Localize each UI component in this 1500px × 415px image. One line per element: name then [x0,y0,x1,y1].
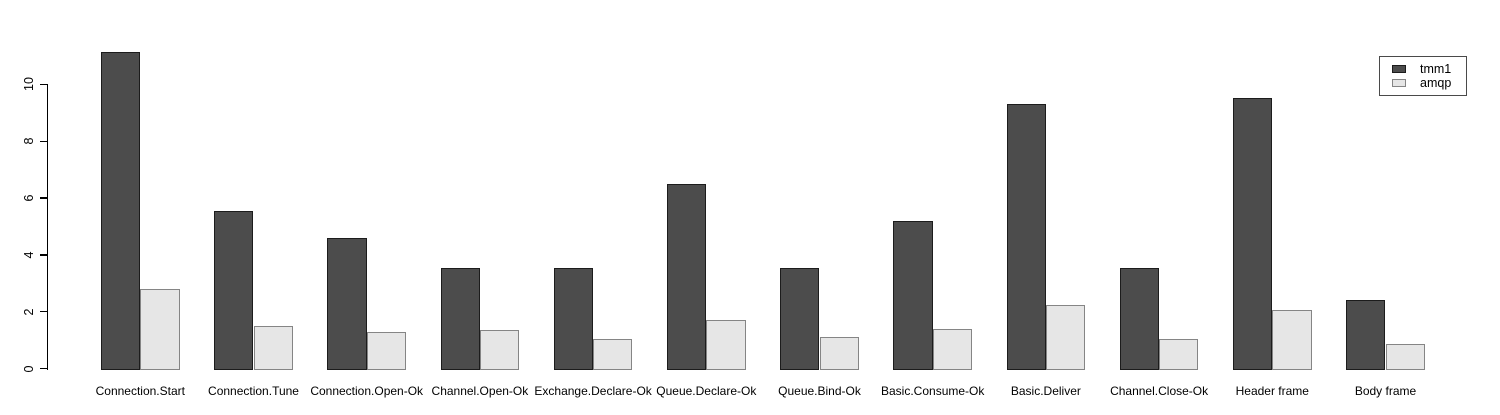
bar-amqp [1159,338,1199,370]
y-axis-tick [40,83,47,85]
chart-legend: tmm1 amqp [1379,56,1467,96]
y-axis-tick-label: 0 [21,365,36,373]
category-label: Connection.Start [95,384,185,398]
y-axis-tick [40,140,47,142]
y-axis-tick-label: 2 [21,308,36,316]
bar-amqp [932,328,972,370]
bar-tmm1 [327,237,367,370]
y-axis-tick [40,197,47,199]
bar-amqp [1385,344,1425,370]
category-label: Basic.Deliver [1010,384,1081,398]
y-axis-tick-label: 8 [21,137,36,145]
y-axis-line [47,84,49,370]
y-axis-tick-label: 10 [21,77,36,92]
bar-tmm1 [780,267,820,370]
y-axis-tick-label: 6 [21,194,36,202]
category-label: Header frame [1235,384,1309,398]
bar-amqp [253,325,293,370]
bar-tmm1 [440,267,480,370]
category-label: Channel.Open-Ok [431,384,529,398]
bar-tmm1 [1006,104,1046,370]
bar-amqp [706,320,746,370]
y-axis-tick [40,311,47,313]
bar-amqp [366,331,406,370]
category-label: Queue.Declare-Ok [656,384,757,398]
bar-tmm1 [1233,98,1273,370]
legend-swatch-amqp [1392,79,1406,87]
legend-label-amqp: amqp [1420,75,1452,90]
bar-tmm1 [101,51,141,370]
bar-tmm1 [553,267,594,370]
bar-tmm1 [214,210,254,370]
category-label: Basic.Consume-Ok [881,384,985,398]
y-axis-tick-label: 4 [21,251,36,259]
legend-label-tmm1: tmm1 [1420,61,1452,76]
bar-amqp [140,288,180,370]
legend-swatch-tmm1 [1392,65,1406,73]
bar-tmm1 [893,220,933,370]
bar-tmm1 [667,183,707,370]
legend-entry-amqp: amqp [1392,76,1466,90]
category-label: Exchange.Declare-Ok [534,384,652,398]
category-label: Body frame [1354,384,1417,398]
category-label: Connection.Open-Ok [310,384,424,398]
bar-amqp [593,338,633,370]
category-label: Queue.Bind-Ok [778,384,861,398]
legend-entry-tmm1: tmm1 [1392,62,1466,76]
bar-amqp [819,337,859,370]
bar-tmm1 [1346,300,1386,370]
bar-amqp [1045,304,1086,370]
bar-amqp [479,330,520,370]
category-label: Channel.Close-Ok [1110,384,1209,398]
y-axis-tick [40,368,47,370]
bar-tmm1 [1119,267,1160,370]
bar-amqp [1272,310,1312,370]
category-label: Connection.Tune [208,384,299,398]
y-axis-tick [40,254,47,256]
